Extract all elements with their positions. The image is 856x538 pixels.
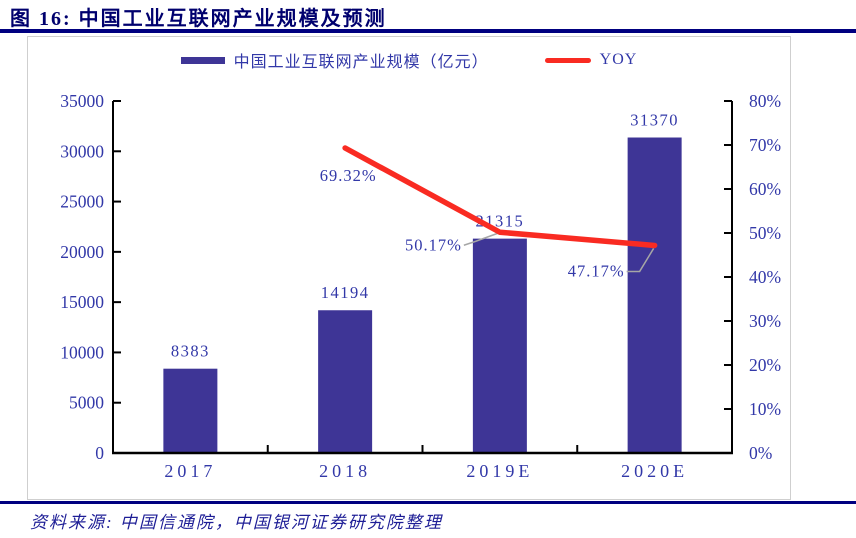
title-underline-rule [0,29,856,33]
yoy-line [342,145,658,249]
chart-legend: 中国工业互联网产业规模（亿元） YOY [28,37,790,83]
bar-2018 [318,310,373,453]
left-axis-tick-label: 10000 [60,342,104,362]
chart-frame: 中国工业互联网产业规模（亿元） YOY 0 5000 10000 15000 20000… [27,36,791,500]
x-axis-category-label: 2017 [164,461,216,481]
right-axis-tick-label: 0% [749,443,772,463]
right-axis-tick-label: 20% [749,355,781,375]
yoy-value-label: 69.32% [320,166,377,185]
legend-item-bar-series: 中国工业互联网产业规模（亿元） [180,48,489,72]
bar-2019E [472,238,527,453]
source-text: 资料来源: 中国信通院，中国银河证券研究院整理 [30,513,443,532]
x-axis-category-label: 2019E [466,461,533,481]
left-axis-tick-label: 0 [95,443,104,463]
footer-top-rule [0,501,856,504]
legend-item-line-series: YOY [544,51,638,69]
right-axis-tick-label: 80% [749,91,781,111]
right-axis-tick-label: 40% [749,267,781,287]
left-axis-tick-label: 20000 [60,242,104,262]
left-axis-tick-label: 15000 [60,292,104,312]
bar-series-swatch-icon [180,56,225,64]
yoy-value-label: 47.17% [568,261,625,280]
left-axis-tick-label: 35000 [60,91,104,111]
bar-series-label: 中国工业互联网产业规模（亿元） [233,54,489,71]
combo-chart-plot: 0 5000 10000 15000 20000 25000 30000 35000 0% 10%… [60,91,781,481]
yoy-label-leader [626,248,655,273]
right-axis-tick-label: 10% [749,399,781,419]
figure-title: 图 16: 中国工业互联网产业规模及预测 [10,8,387,30]
line-series-label: YOY [599,51,638,68]
right-axis-tick-label: 30% [749,311,781,331]
bar-value-label: 8383 [171,342,210,361]
bar-value-label: 31370 [630,111,679,130]
bar-2017 [163,368,218,453]
right-axis-tick-label: 60% [749,179,781,199]
line-series-swatch-icon [544,57,591,63]
x-axis-category-label: 2020E [621,461,688,481]
x-axis-category-label: 2018 [319,461,371,481]
bar-value-label: 14194 [321,283,370,302]
yoy-value-label: 50.17% [405,235,462,254]
yoy-label-leader [463,232,499,246]
left-axis-tick-label: 5000 [69,393,104,413]
right-axis-tick-label: 50% [749,223,781,243]
left-axis-tick-label: 30000 [60,141,104,161]
left-axis-tick-label: 25000 [60,192,104,212]
right-axis-tick-label: 70% [749,135,781,155]
bar-2020E [627,137,682,453]
